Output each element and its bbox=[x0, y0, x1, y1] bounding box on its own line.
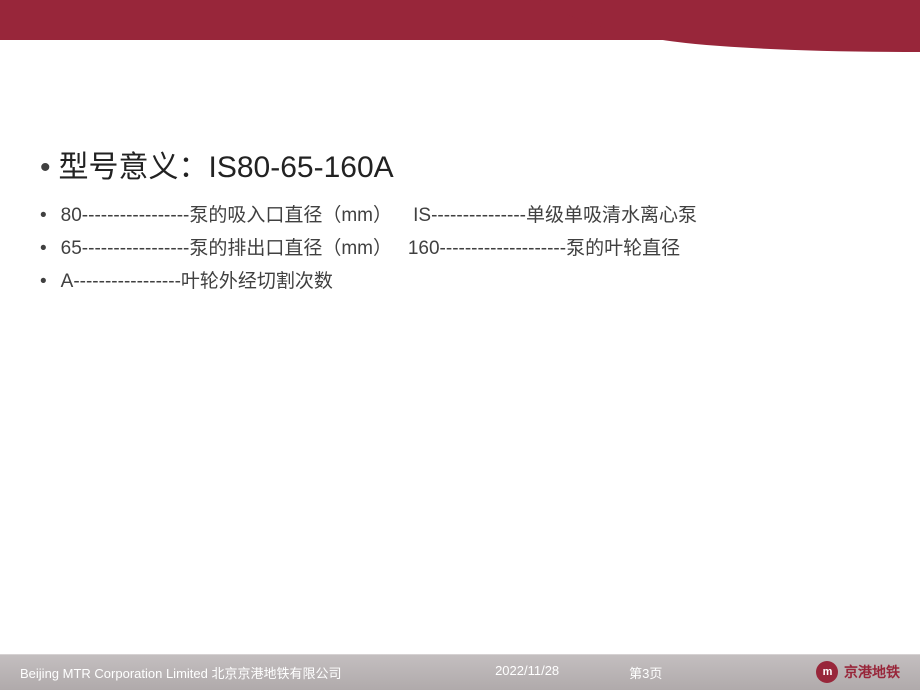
footer-logo: m 京港地铁 bbox=[816, 661, 900, 683]
title-row: • 型号意义：IS80-65-160A bbox=[30, 142, 890, 186]
slide-title: 型号意义：IS80-65-160A bbox=[59, 142, 394, 186]
footer-page: 第3页 bbox=[629, 663, 662, 682]
body-line: • 65-----------------泵的排出口直径（mm） 160----… bbox=[40, 233, 890, 260]
slide-footer: Beijing MTR Corporation Limited 北京京港地铁有限… bbox=[0, 654, 920, 690]
body-text: 65-----------------泵的排出口直径（mm） 160------… bbox=[61, 233, 680, 260]
body-text: 80-----------------泵的吸入口直径（mm） IS-------… bbox=[61, 200, 697, 227]
bullet-icon: • bbox=[40, 205, 47, 227]
slide-content: • 型号意义：IS80-65-160A • 80----------------… bbox=[0, 52, 920, 293]
footer-center: 2022/11/28 第3页 bbox=[341, 663, 816, 682]
logo-text: 京港地铁 bbox=[844, 662, 900, 682]
logo-mark-icon: m bbox=[816, 661, 838, 683]
bullet-icon: • bbox=[40, 238, 47, 260]
body-line: • A-----------------叶轮外经切割次数 bbox=[40, 266, 890, 293]
footer-company: Beijing MTR Corporation Limited 北京京港地铁有限… bbox=[20, 663, 341, 682]
bullet-icon: • bbox=[40, 271, 47, 293]
body-text: A-----------------叶轮外经切割次数 bbox=[61, 266, 333, 293]
footer-date: 2022/11/28 bbox=[495, 663, 559, 682]
header-curve bbox=[540, 0, 920, 52]
body-line: • 80-----------------泵的吸入口直径（mm） IS-----… bbox=[40, 200, 890, 227]
bullet-icon: • bbox=[40, 151, 51, 185]
slide-header bbox=[0, 0, 920, 52]
